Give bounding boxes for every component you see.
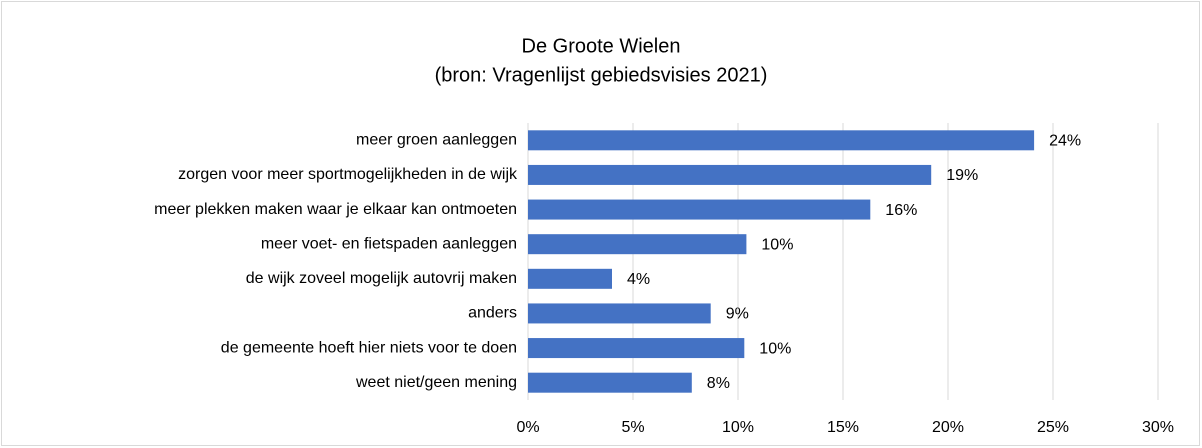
data-label: 8% bbox=[707, 375, 730, 392]
x-tick-label: 10% bbox=[722, 419, 754, 436]
bar bbox=[528, 130, 1035, 151]
data-label: 16% bbox=[885, 202, 917, 219]
bar bbox=[528, 268, 612, 289]
chart-subtitle: (bron: Vragenlijst gebiedsvisies 2021) bbox=[435, 64, 768, 86]
bar bbox=[528, 372, 692, 393]
bar bbox=[528, 234, 747, 255]
x-tick-label: 25% bbox=[1037, 419, 1069, 436]
y-tick-label: meer groen aanleggen bbox=[356, 132, 517, 149]
bar bbox=[528, 164, 932, 185]
y-tick-label: meer plekken maken waar je elkaar kan on… bbox=[154, 201, 517, 218]
bar bbox=[528, 303, 711, 324]
y-tick-label: de gemeente hoeft hier niets voor te doe… bbox=[221, 339, 517, 356]
x-tick-label: 5% bbox=[621, 419, 644, 436]
y-tick-label: weet niet/geen mening bbox=[355, 374, 517, 391]
y-tick-label: meer voet- en fietspaden aanleggen bbox=[261, 235, 517, 252]
data-label: 10% bbox=[761, 236, 793, 253]
data-label: 4% bbox=[627, 271, 650, 288]
data-label: 24% bbox=[1049, 133, 1081, 150]
chart-title: De Groote Wielen bbox=[522, 35, 681, 57]
x-tick-label: 20% bbox=[932, 419, 964, 436]
data-label: 9% bbox=[726, 306, 749, 323]
x-tick-label: 0% bbox=[516, 419, 539, 436]
y-tick-label: zorgen voor meer sportmogelijkheden in d… bbox=[178, 166, 518, 183]
y-tick-label: anders bbox=[468, 305, 517, 322]
x-tick-label: 30% bbox=[1142, 419, 1174, 436]
bar bbox=[528, 338, 745, 359]
data-label: 19% bbox=[946, 167, 978, 184]
y-tick-label: de wijk zoveel mogelijk autovrij maken bbox=[246, 270, 517, 287]
x-tick-label: 15% bbox=[827, 419, 859, 436]
bar bbox=[528, 199, 871, 220]
data-label: 10% bbox=[759, 340, 791, 357]
